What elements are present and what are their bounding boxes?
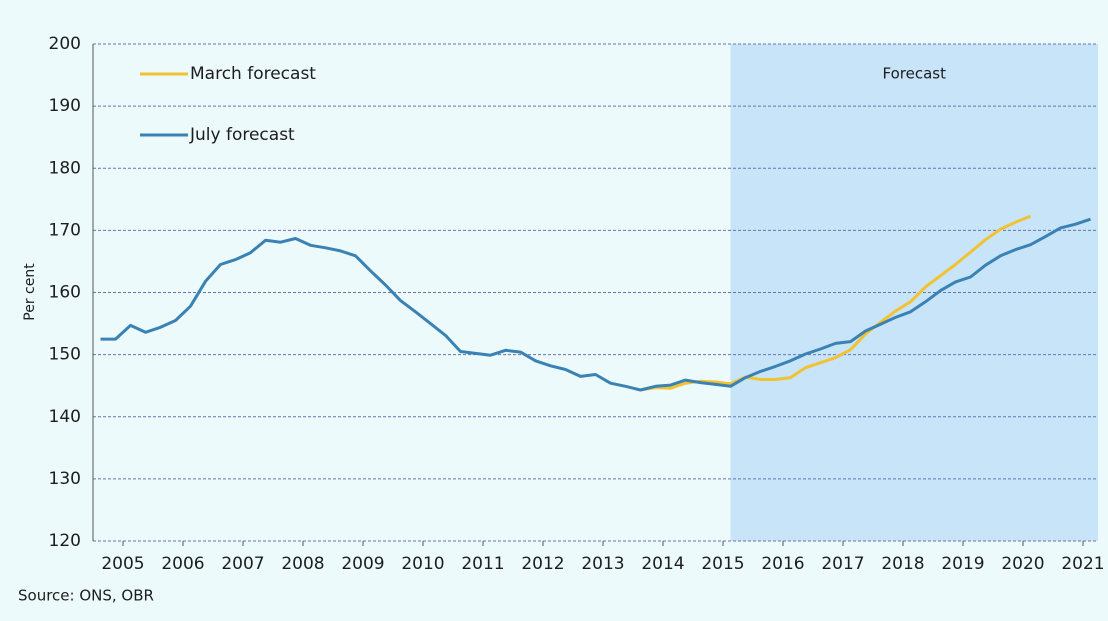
legend-label: July forecast (189, 125, 295, 145)
x-tick-label: 2015 (701, 554, 744, 574)
x-tick-label: 2019 (941, 554, 984, 574)
x-tick-label: 2020 (1001, 554, 1044, 574)
x-tick-label: 2006 (161, 554, 204, 574)
y-tick-label: 190 (49, 96, 81, 116)
x-tick-label: 2018 (881, 554, 924, 574)
y-axis-label: Per cent (22, 263, 38, 321)
legend-label: March forecast (190, 64, 316, 84)
x-tick-label: 2008 (281, 554, 324, 574)
x-tick-label: 2016 (761, 554, 804, 574)
y-tick-label: 160 (49, 283, 81, 303)
y-tick-label: 200 (49, 34, 81, 54)
y-tick-label: 180 (49, 158, 81, 178)
series-line (100, 217, 1091, 392)
annotation: Forecast (883, 65, 947, 83)
y-tick-label: 130 (49, 469, 81, 489)
x-tick-label: 2005 (101, 554, 144, 574)
x-tick-label: 2013 (581, 554, 624, 574)
y-tick-label: 140 (49, 407, 81, 427)
x-tick-label: 2007 (221, 554, 264, 574)
x-tick-label: 2021 (1061, 554, 1104, 574)
source-note: Source: ONS, OBR (18, 587, 154, 605)
y-tick-label: 150 (49, 345, 81, 365)
series-line (640, 214, 1032, 392)
y-tick-label: 120 (49, 531, 81, 551)
x-tick-label: 2014 (641, 554, 684, 574)
x-tick-label: 2010 (401, 554, 444, 574)
x-tick-label: 2009 (341, 554, 384, 574)
y-tick-label: 170 (49, 220, 81, 240)
x-tick-label: 2017 (821, 554, 864, 574)
x-tick-label: 2011 (461, 554, 504, 574)
x-tick-label: 2012 (521, 554, 564, 574)
